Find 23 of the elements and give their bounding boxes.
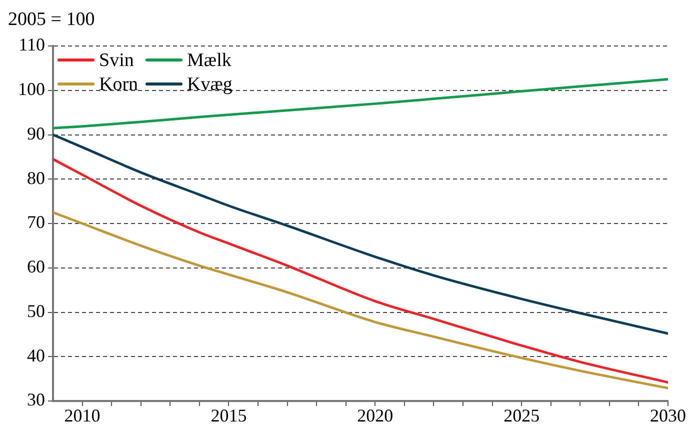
x-tick-label: 2020 bbox=[357, 406, 394, 426]
y-tick-label: 50 bbox=[27, 300, 45, 321]
legend-label: Svin bbox=[99, 50, 134, 71]
y-tick-label: 30 bbox=[27, 390, 45, 410]
y-tick-label: 80 bbox=[27, 168, 45, 188]
line-series bbox=[53, 134, 668, 335]
y-tick-label: 70 bbox=[27, 212, 45, 232]
y-tick-label: 40 bbox=[27, 345, 45, 366]
y-tick-label: 90 bbox=[27, 123, 45, 144]
y-axis-title: 2005 = 100 bbox=[8, 8, 95, 30]
y-tick-label: 60 bbox=[27, 256, 45, 277]
legend-label: Mælk bbox=[187, 50, 232, 71]
y-tick-label: 100 bbox=[18, 79, 45, 100]
y-tick-label: 110 bbox=[18, 34, 45, 55]
legend-label: Korn bbox=[99, 74, 139, 95]
x-tick-label: 2025 bbox=[504, 406, 540, 426]
x-tick-label: 2015 bbox=[210, 406, 247, 426]
legend-label: Kvæg bbox=[187, 74, 233, 95]
line-series bbox=[53, 158, 668, 384]
line-series bbox=[53, 78, 668, 130]
x-tick-label: 2010 bbox=[64, 406, 100, 426]
x-tick-label: 2030 bbox=[650, 406, 686, 426]
line-series bbox=[53, 211, 668, 390]
